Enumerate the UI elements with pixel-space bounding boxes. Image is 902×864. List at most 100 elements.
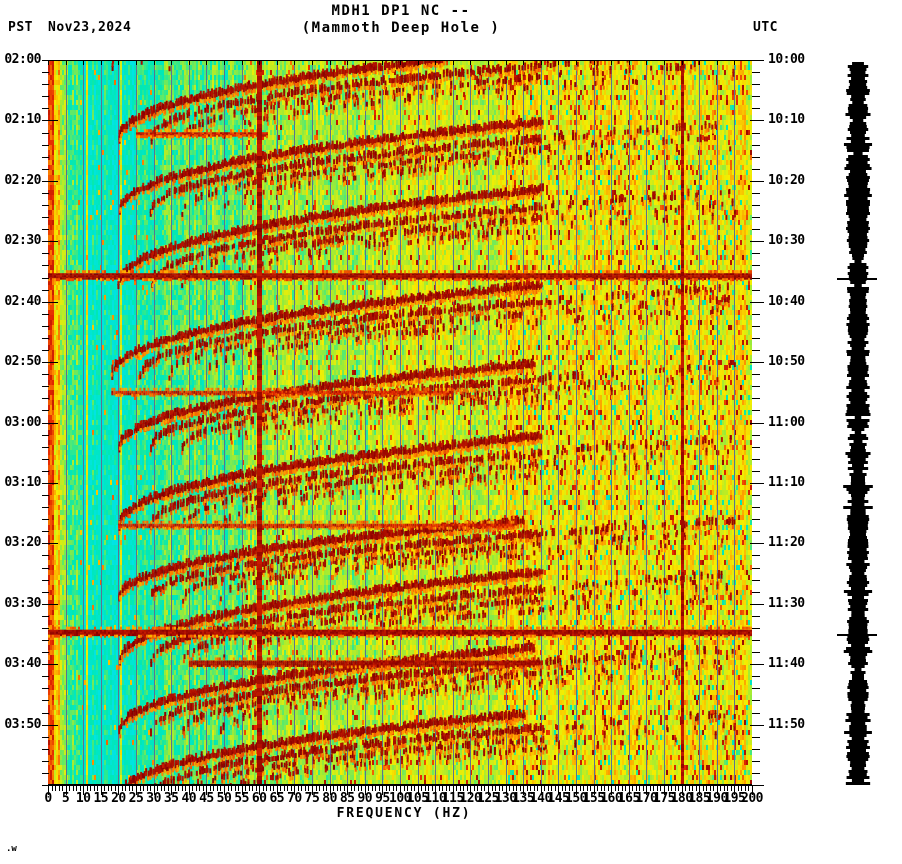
right-time-tick (750, 302, 764, 303)
x-axis-tick (576, 786, 577, 795)
x-axis-title: FREQUENCY (HZ) (336, 806, 472, 821)
x-axis-tick (572, 786, 573, 791)
x-axis-tick (678, 786, 679, 791)
x-axis-tick (168, 786, 169, 791)
x-axis-tick-label: 65 (269, 791, 285, 806)
x-axis-tick (502, 786, 503, 791)
x-axis-tick (62, 786, 63, 791)
left-time-tick (42, 483, 58, 484)
x-axis-tick (703, 786, 704, 791)
x-axis-tick (442, 786, 443, 791)
left-time-tick (42, 664, 58, 665)
right-time-label: 10:30 (768, 233, 805, 249)
x-axis-tick (516, 786, 517, 791)
x-axis-tick (122, 786, 123, 791)
x-axis-tick (90, 786, 91, 791)
x-axis-tick-label: 115 (441, 791, 464, 806)
left-time-tick (42, 725, 58, 726)
left-time-tick (42, 96, 49, 97)
x-axis-tick (601, 786, 602, 791)
x-axis-tick (83, 786, 84, 795)
x-axis-tick (724, 786, 725, 791)
x-axis-tick (266, 786, 267, 791)
x-axis-tick-label: 160 (600, 791, 623, 806)
x-axis-tick (382, 786, 383, 795)
x-axis-tick (477, 786, 478, 791)
x-axis-tick-label: 70 (287, 791, 302, 806)
right-time-tick (752, 169, 760, 170)
x-axis-tick-label: 195 (723, 791, 746, 806)
right-time-tick (752, 229, 760, 230)
right-time-tick (752, 84, 760, 85)
x-axis-tick (664, 786, 665, 795)
x-axis-tick (650, 786, 651, 791)
x-axis-tick-label: 105 (406, 791, 429, 806)
x-axis-tick (330, 786, 331, 795)
x-axis-tick (671, 786, 672, 791)
x-axis-tick (252, 786, 253, 791)
x-axis-tick (150, 786, 151, 791)
right-time-tick (752, 386, 760, 387)
x-axis-tick (80, 786, 81, 791)
x-axis-tick (534, 786, 535, 791)
x-axis-tick (460, 786, 461, 791)
right-time-tick (752, 314, 760, 315)
right-time-tick (750, 181, 764, 182)
x-axis-tick-label: 150 (565, 791, 587, 806)
left-time-tick (42, 205, 49, 206)
right-time-tick (752, 580, 760, 581)
x-axis-tick (171, 786, 172, 795)
left-time-tick (42, 350, 49, 351)
right-time-tick (752, 713, 760, 714)
x-axis-tick (157, 786, 158, 791)
x-axis-tick (312, 786, 313, 795)
x-axis-tick (108, 786, 109, 791)
right-time-label: 10:50 (768, 354, 805, 370)
x-axis-tick-label: 135 (512, 791, 535, 806)
x-axis-tick (404, 786, 405, 791)
x-axis-tick (55, 786, 56, 791)
x-axis-tick (555, 786, 556, 791)
x-axis-tick (727, 786, 728, 791)
right-time-tick (752, 507, 760, 508)
x-axis-tick (425, 786, 426, 791)
x-axis-tick (400, 786, 401, 795)
right-time-label: 11:10 (768, 474, 805, 490)
x-axis-tick (210, 786, 211, 791)
left-time-tick (42, 386, 49, 387)
right-time-tick (752, 471, 760, 472)
right-time-tick (750, 120, 764, 121)
x-axis-tick (615, 786, 616, 791)
left-time-tick (42, 290, 49, 291)
x-axis-tick (463, 786, 464, 791)
right-time-tick (752, 265, 760, 266)
right-time-tick (752, 447, 760, 448)
x-axis-tick (439, 786, 440, 791)
x-axis-tick (696, 786, 697, 791)
date-label: Nov23,2024 (48, 20, 132, 35)
x-axis-tick (625, 786, 626, 791)
left-time-label: 02:40 (4, 293, 41, 309)
right-time-tick (750, 362, 764, 363)
left-time-tick (42, 628, 49, 629)
right-time-tick (750, 604, 764, 605)
left-time-tick (42, 108, 49, 109)
x-axis-tick (741, 786, 742, 791)
x-axis-tick (594, 786, 595, 795)
x-axis-tick (259, 786, 260, 795)
x-axis-tick (692, 786, 693, 791)
x-axis-tick (646, 786, 647, 795)
x-axis-tick (213, 786, 214, 791)
left-time-tick (42, 120, 58, 121)
x-axis-tick (344, 786, 345, 791)
x-axis-tick (337, 786, 338, 791)
x-axis-tick (358, 786, 359, 791)
x-axis-tick (161, 786, 162, 791)
x-axis-tick (590, 786, 591, 791)
x-axis-tick (129, 786, 130, 791)
x-axis-tick (565, 786, 566, 791)
x-axis-tick (467, 786, 468, 791)
x-axis-tick-label: 20 (111, 791, 126, 806)
right-time-tick (752, 495, 760, 496)
x-axis-tick (111, 786, 112, 791)
